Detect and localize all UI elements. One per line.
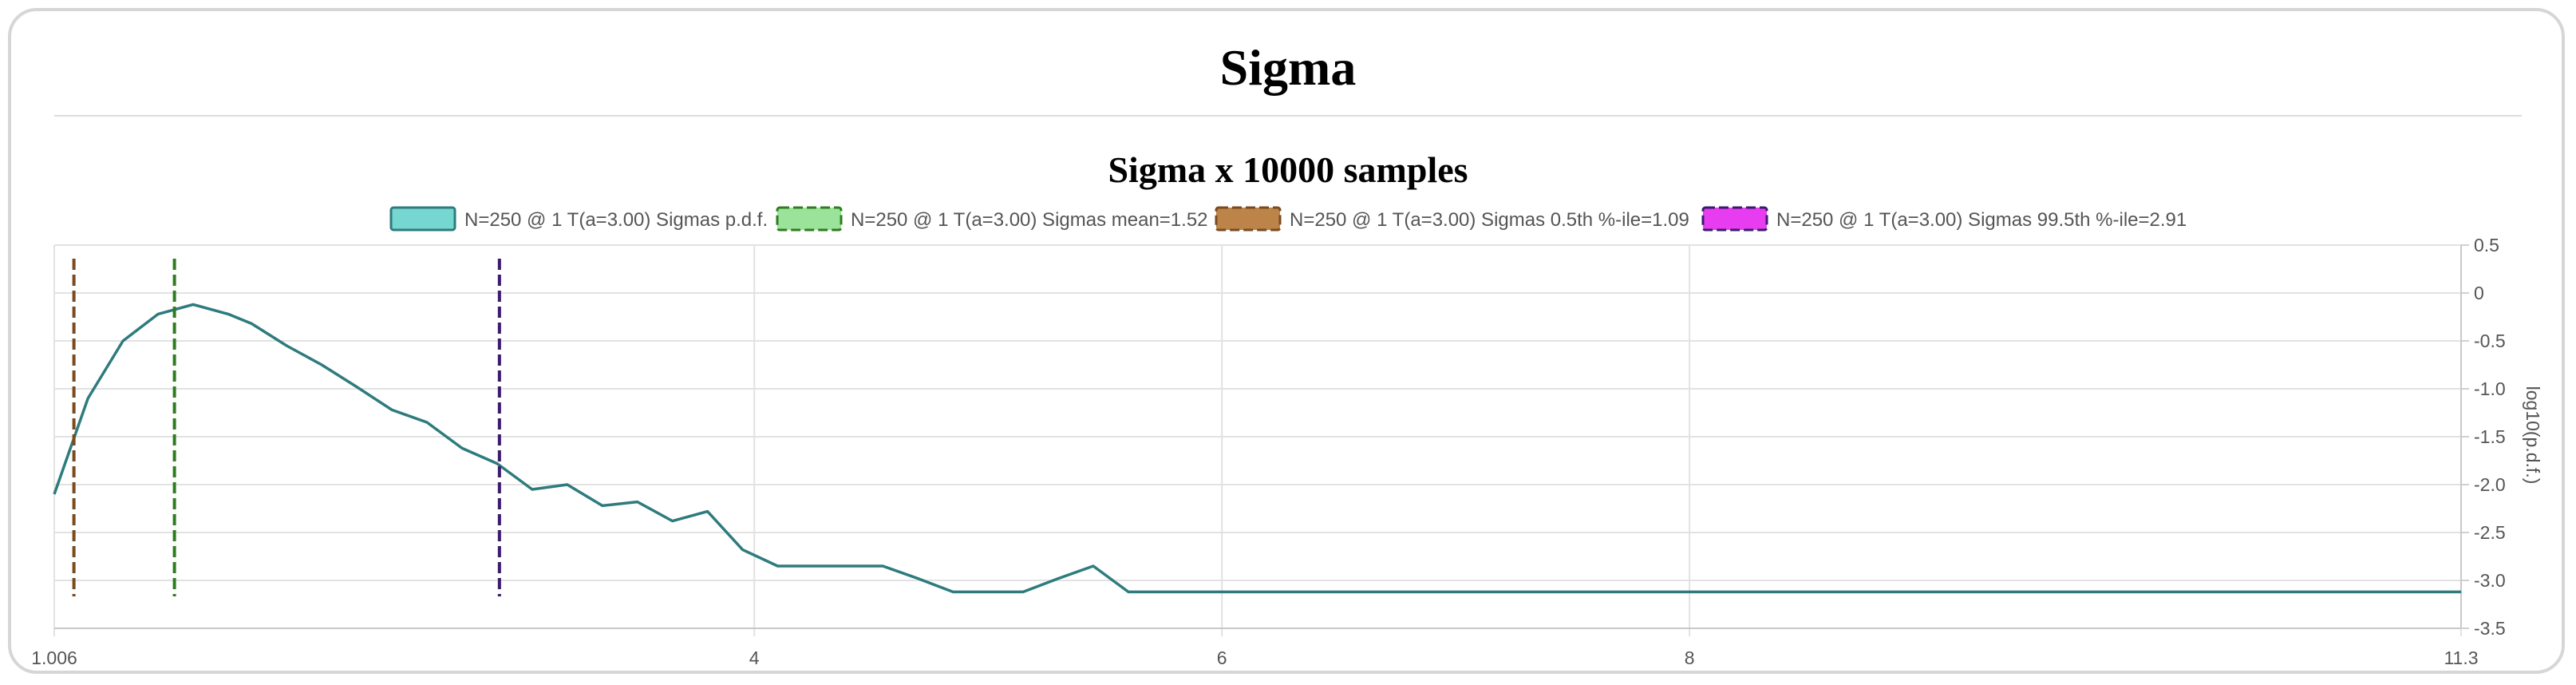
y-tick-label: -0.5	[2474, 331, 2506, 351]
legend-swatch[interactable]	[389, 206, 456, 232]
legend-swatch[interactable]	[1701, 206, 1768, 232]
legend-label[interactable]: N=250 @ 1 T(a=3.00) Sigmas 99.5th %-ile=…	[1776, 209, 2187, 231]
grid	[53, 244, 2469, 636]
legend-swatch[interactable]	[1215, 206, 1282, 232]
legend-label[interactable]: N=250 @ 1 T(a=3.00) Sigmas 0.5th %-ile=1…	[1290, 209, 1689, 231]
y-axis-ticks: 0.5 0 -0.5 -1.0 -1.5 -2.0 -2.5 -3.0 -3.5	[2474, 235, 2506, 639]
legend-label[interactable]: N=250 @ 1 T(a=3.00) Sigmas mean=1.52	[851, 209, 1208, 231]
legend: N=250 @ 1 T(a=3.00) Sigmas p.d.f. N=250 @…	[389, 206, 2187, 232]
title-divider	[54, 115, 2522, 117]
x-tick-label: 6	[1217, 647, 1227, 668]
y-tick-label: -2.0	[2474, 474, 2506, 495]
y-tick-label: 0.5	[2474, 235, 2499, 255]
y-tick-label: -3.0	[2474, 570, 2506, 591]
y-tick-label: -2.5	[2474, 522, 2506, 543]
chart-marks	[53, 259, 2461, 596]
x-tick-label: 4	[749, 647, 760, 668]
chart-title: Sigma x 10000 samples	[1108, 149, 1468, 190]
page-title: Sigma	[1219, 39, 1357, 96]
legend-label[interactable]: N=250 @ 1 T(a=3.00) Sigmas p.d.f.	[464, 209, 768, 231]
x-axis-ticks: 1.006 4 6 8 11.3	[31, 647, 2478, 668]
pdf-line	[53, 303, 2461, 594]
y-tick-label: -1.0	[2474, 378, 2506, 399]
x-tick-label: 11.3	[2444, 647, 2478, 668]
x-tick-label: 1.006	[31, 647, 77, 668]
y-tick-label: -3.5	[2474, 618, 2506, 639]
y-tick-label: 0	[2474, 283, 2484, 303]
y-axis-label: log10(p.d.f.)	[2523, 386, 2543, 485]
x-tick-label: 8	[1685, 647, 1695, 668]
legend-swatch[interactable]	[776, 206, 843, 232]
y-tick-label: -1.5	[2474, 426, 2506, 447]
